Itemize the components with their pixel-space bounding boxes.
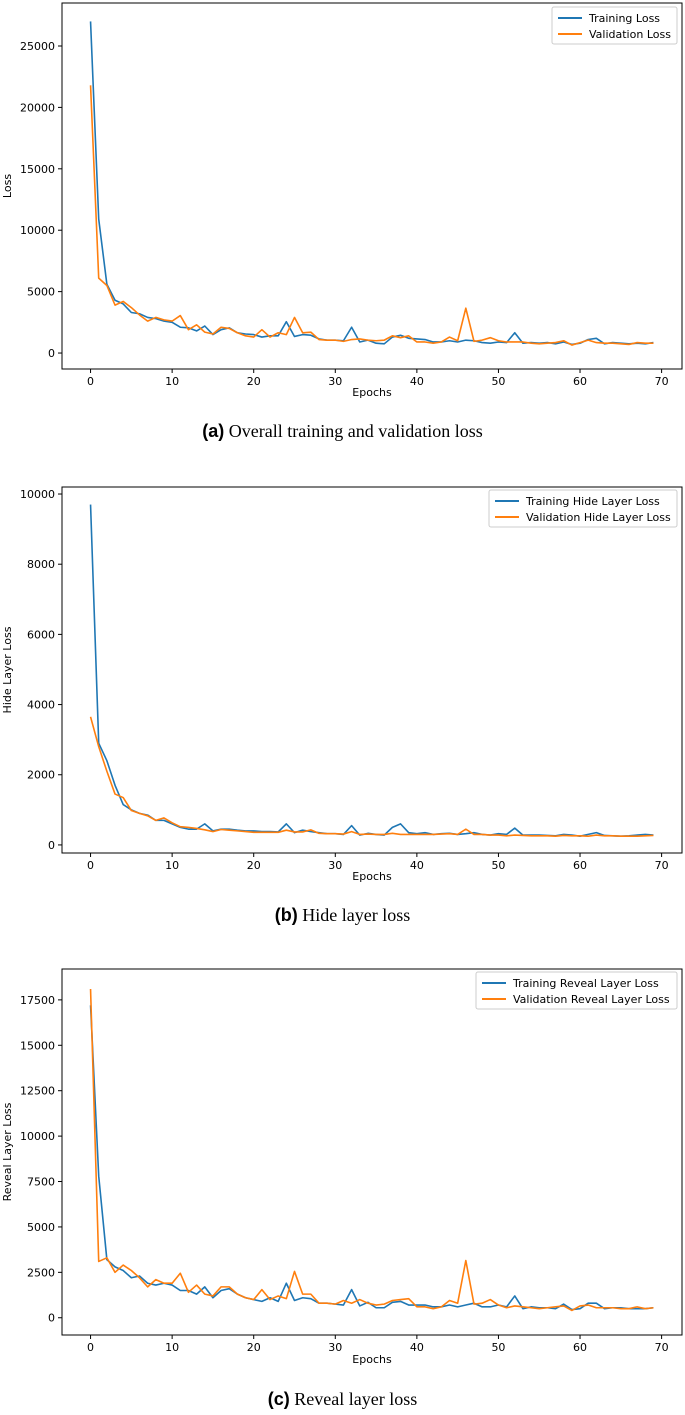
- y-tick-label: 4000: [27, 699, 55, 712]
- y-tick-label: 2500: [27, 1266, 55, 1279]
- legend-label-training: Training Reveal Layer Loss: [512, 977, 659, 990]
- series-line-validation: [89, 716, 654, 837]
- plot-area: [61, 2, 683, 370]
- caption-text: Overall training and validation loss: [224, 421, 483, 441]
- x-axis-label: Epochs: [352, 870, 392, 883]
- x-tick-label: 30: [328, 859, 342, 872]
- x-tick-label: 40: [410, 375, 424, 388]
- y-tick-label: 10000: [20, 488, 55, 501]
- x-tick-label: 50: [491, 375, 505, 388]
- y-tick-label: 12500: [20, 1085, 55, 1098]
- x-tick-label: 60: [573, 859, 587, 872]
- y-tick-label: 0: [48, 839, 55, 852]
- x-axis-label: Epochs: [352, 1353, 392, 1366]
- x-tick-label: 40: [410, 859, 424, 872]
- x-tick-label: 0: [87, 859, 94, 872]
- x-tick-label: 70: [655, 375, 669, 388]
- plot-area: [61, 486, 683, 854]
- caption-b: (b) Hide layer loss: [0, 905, 685, 926]
- y-tick-label: 25000: [20, 40, 55, 53]
- series-line-training: [89, 504, 654, 837]
- x-axis-label: Epochs: [352, 386, 392, 399]
- x-tick-label: 0: [87, 375, 94, 388]
- series-line-training: [89, 1005, 654, 1311]
- x-tick-label: 60: [573, 1341, 587, 1354]
- x-tick-label: 50: [491, 859, 505, 872]
- x-tick-label: 20: [247, 375, 261, 388]
- y-tick-label: 8000: [27, 558, 55, 571]
- caption-text: Reveal layer loss: [289, 1389, 418, 1409]
- x-tick-label: 70: [655, 1341, 669, 1354]
- x-tick-label: 40: [410, 1341, 424, 1354]
- chart-reveal-layer-loss: 0 10 20 30 40 50 60 70 0 2500 5000 7500 10000 12500 15…: [1, 968, 683, 1366]
- legend-label-validation: Validation Reveal Layer Loss: [513, 993, 670, 1006]
- y-tick-label: 15000: [20, 1039, 55, 1052]
- legend-label-training: Training Loss: [588, 12, 660, 25]
- x-tick-label: 50: [491, 1341, 505, 1354]
- x-tick-label: 30: [328, 1341, 342, 1354]
- x-tick-label: 10: [165, 1341, 179, 1354]
- y-tick-label: 20000: [20, 101, 55, 114]
- y-tick-label: 5000: [27, 1221, 55, 1234]
- x-tick-label: 10: [165, 375, 179, 388]
- x-tick-label: 20: [247, 859, 261, 872]
- legend-label-validation: Validation Hide Layer Loss: [526, 511, 671, 524]
- caption-a: (a) Overall training and validation loss: [0, 421, 685, 442]
- y-tick-label: 7500: [27, 1176, 55, 1189]
- caption-text: Hide layer loss: [297, 905, 411, 925]
- caption-letter: (c): [267, 1389, 290, 1409]
- caption-letter: (a): [202, 421, 225, 441]
- caption-c: (c) Reveal layer loss: [0, 1389, 685, 1410]
- y-axis-label: Hide Layer Loss: [1, 626, 14, 713]
- x-tick-label: 30: [328, 375, 342, 388]
- caption-letter: (b): [274, 905, 298, 925]
- series-line-validation: [89, 85, 654, 346]
- y-axis-label: Loss: [1, 174, 14, 198]
- y-tick-label: 6000: [27, 628, 55, 641]
- x-tick-label: 0: [87, 1341, 94, 1354]
- y-tick-label: 0: [48, 347, 55, 360]
- chart-hide-layer-loss: 0 10 20 30 40 50 60 70 0 2000 4000 6000 8000 10000 Ep…: [1, 486, 683, 883]
- y-tick-label: 10000: [20, 224, 55, 237]
- x-tick-label: 20: [247, 1341, 261, 1354]
- y-axis-label: Reveal Layer Loss: [1, 1102, 14, 1201]
- x-tick-label: 70: [655, 859, 669, 872]
- series-line-training: [89, 21, 654, 346]
- y-tick-label: 5000: [27, 286, 55, 299]
- y-tick-label: 0: [48, 1312, 55, 1325]
- y-tick-label: 17500: [20, 994, 55, 1007]
- legend-label-training: Training Hide Layer Loss: [525, 495, 660, 508]
- plot-area: [61, 968, 683, 1336]
- y-tick-label: 10000: [20, 1130, 55, 1143]
- x-tick-label: 60: [573, 375, 587, 388]
- y-tick-label: 15000: [20, 163, 55, 176]
- x-tick-label: 10: [165, 859, 179, 872]
- y-tick-label: 2000: [27, 769, 55, 782]
- legend-box: [488, 489, 678, 528]
- series-line-validation: [89, 988, 654, 1312]
- legend-box: [551, 6, 678, 45]
- legend-label-validation: Validation Loss: [589, 28, 671, 41]
- legend-box: [475, 971, 678, 1010]
- chart-overall-loss: 0 10 20 30 40 50 60 70 0 5000 10000 15000 20000 25000…: [1, 2, 683, 399]
